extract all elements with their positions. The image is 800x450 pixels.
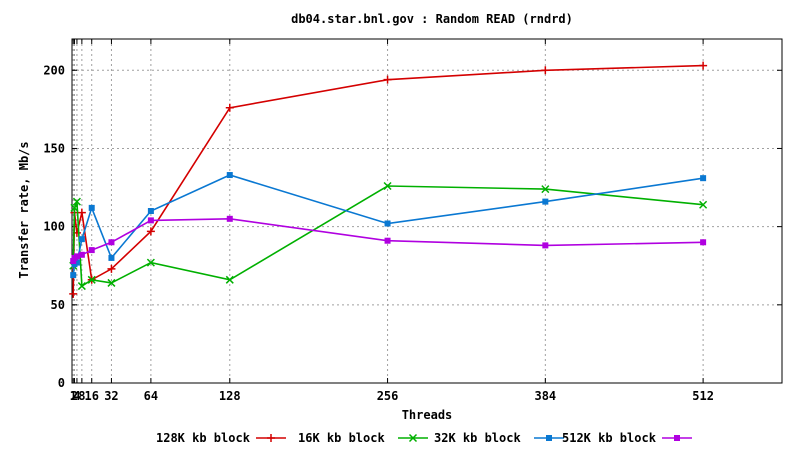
legend-item: 128K kb block	[156, 431, 286, 445]
data-point	[88, 247, 95, 254]
data-point	[384, 237, 391, 244]
data-point	[225, 103, 234, 112]
data-point	[77, 282, 86, 291]
legend-item: 32K kb block	[434, 431, 564, 445]
data-point	[146, 258, 155, 267]
data-point	[383, 181, 392, 191]
data-point	[77, 208, 86, 217]
legend: 128K kb block 16K kb block 32K kb block 512…	[156, 431, 692, 445]
legend-label: 16K kb block	[298, 431, 385, 445]
grid	[72, 39, 782, 383]
data-point	[541, 66, 550, 75]
x-tick-label: 64	[144, 389, 158, 403]
data-point	[70, 203, 79, 212]
data-point	[147, 217, 154, 224]
data-point	[225, 275, 234, 284]
data-point	[383, 75, 392, 84]
data-point	[542, 198, 549, 205]
x-tick-label: 4	[73, 389, 80, 403]
data-point	[546, 435, 552, 441]
y-tick-label: 0	[58, 376, 65, 390]
data-point	[73, 253, 80, 260]
x-tick-label: 384	[534, 389, 556, 403]
x-tick-label: 1	[70, 389, 77, 403]
data-point	[73, 259, 80, 266]
y-tick-label: 50	[51, 298, 65, 312]
data-point	[408, 433, 418, 443]
data-point	[87, 275, 96, 284]
series-3	[70, 172, 707, 279]
series-line	[72, 64, 704, 294]
plot-frame	[71, 38, 783, 384]
data-point	[70, 258, 77, 265]
data-point	[78, 236, 85, 243]
x-axis-label: Threads	[402, 408, 453, 422]
chart-title: db04.star.bnl.gov : Random READ (rndrd)	[291, 12, 573, 26]
y-tick-label: 150	[43, 141, 65, 155]
y-tick-label: 100	[43, 220, 65, 234]
data-point	[699, 61, 708, 70]
data-point	[88, 204, 95, 211]
data-point	[267, 434, 275, 442]
legend-label: 128K kb block	[156, 431, 251, 445]
series-4	[70, 215, 707, 265]
series-group	[69, 61, 708, 298]
x-tick-label: 32	[104, 389, 118, 403]
x-tick-label: 512	[692, 389, 714, 403]
x-tick-label: 2	[71, 389, 78, 403]
data-point	[541, 185, 550, 194]
data-point	[70, 272, 77, 279]
y-axis-label: Transfer rate, Mb/s	[17, 141, 31, 278]
y-tick-label: 200	[43, 63, 65, 77]
data-point	[226, 172, 233, 179]
data-point	[146, 227, 155, 236]
x-tick-label: 256	[377, 389, 399, 403]
data-point	[69, 289, 78, 298]
data-point	[108, 239, 115, 246]
legend-label: 32K kb block	[434, 431, 521, 445]
data-point	[107, 278, 116, 287]
series-2	[69, 181, 708, 291]
legend-item: 512K kb block	[562, 431, 692, 445]
data-point	[700, 239, 707, 246]
x-tick-label: 16	[84, 389, 98, 403]
series-1	[69, 61, 708, 298]
x-tick-label: 8	[78, 389, 85, 403]
data-point	[72, 197, 81, 206]
data-point	[107, 264, 116, 273]
data-point	[78, 251, 85, 258]
data-point	[108, 254, 115, 261]
x-tick-label: 128	[219, 389, 241, 403]
data-point	[384, 220, 391, 227]
series-line	[72, 185, 704, 288]
data-point	[674, 435, 680, 441]
data-point	[147, 208, 154, 214]
legend-item: 16K kb block	[298, 431, 428, 445]
legend-label: 512K kb block	[562, 431, 657, 445]
data-point	[700, 175, 707, 182]
data-point	[699, 200, 708, 209]
data-point	[542, 242, 549, 249]
data-point	[226, 215, 233, 222]
